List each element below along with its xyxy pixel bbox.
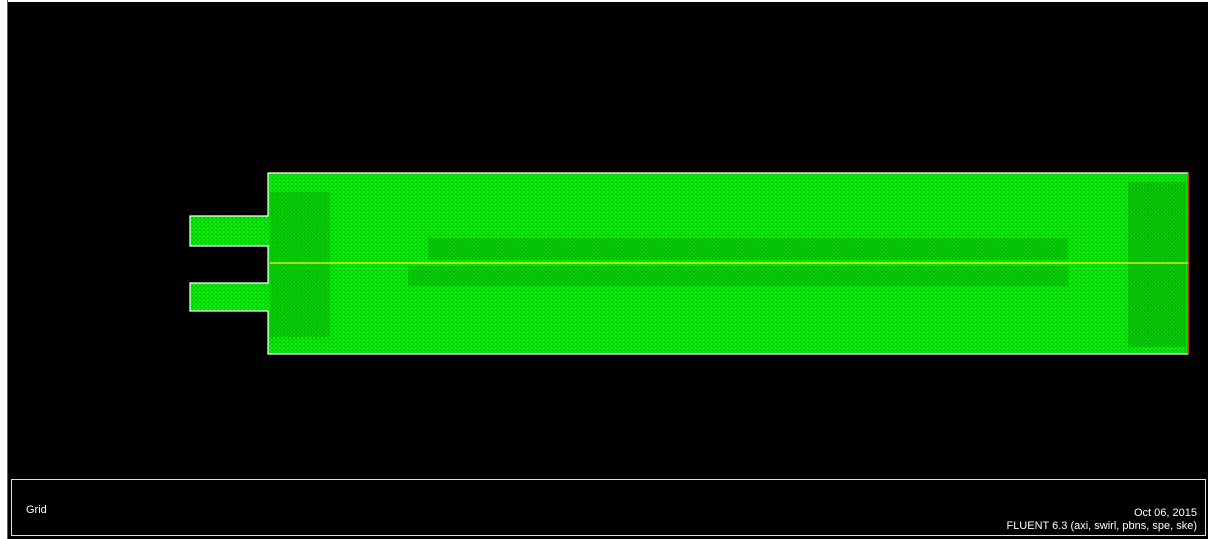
lower-inlet-mesh xyxy=(190,283,268,311)
window-left-border xyxy=(0,0,7,539)
inlet-step-mesh xyxy=(270,192,330,337)
solver-info: FLUENT 6.3 (axi, swirl, pbns, spe, ske) xyxy=(1006,520,1197,532)
grid-display[interactable] xyxy=(8,2,1208,478)
graphics-viewport[interactable] xyxy=(8,2,1208,478)
axis-band-lower xyxy=(408,266,1068,286)
window-right-border xyxy=(1208,0,1211,539)
title-info: Oct 06, 2015 FLUENT 6.3 (axi, swirl, pbn… xyxy=(1006,507,1197,533)
plot-date: Oct 06, 2015 xyxy=(1134,507,1197,519)
outlet-region-mesh xyxy=(1128,182,1186,347)
axis-band-upper xyxy=(428,238,1068,260)
window-left-border-line xyxy=(7,0,8,539)
plot-title: Grid xyxy=(26,504,47,516)
title-box: Grid Oct 06, 2015 FLUENT 6.3 (axi, swirl… xyxy=(11,479,1206,536)
window-top-border xyxy=(0,0,1211,2)
upper-inlet-mesh xyxy=(190,216,268,246)
